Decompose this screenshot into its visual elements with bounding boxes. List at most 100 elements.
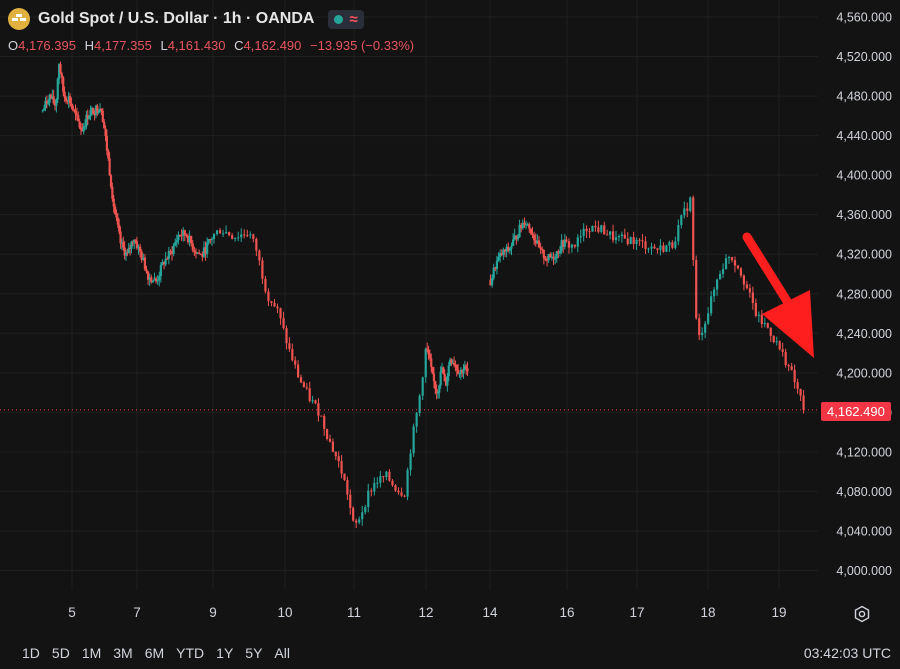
candle-body [549, 253, 552, 258]
candle-body [406, 469, 409, 497]
candle-body [177, 235, 180, 241]
candle-body [196, 252, 199, 254]
candle-body [118, 224, 121, 232]
price-axis[interactable]: 4,560.000 4,520.000 4,480.000 4,440.000 4,40… [836, 11, 892, 579]
candle-body [75, 113, 78, 116]
candle-body [215, 230, 219, 235]
candle-body [659, 245, 662, 250]
candle-body [438, 385, 441, 393]
candle-body [90, 107, 93, 111]
timeframe-1y[interactable]: 1Y [216, 645, 234, 661]
change-value: −13.935 (−0.33%) [310, 38, 415, 53]
candle-body [41, 110, 44, 112]
low-value: 4,161.430 [167, 38, 226, 53]
candle-body [541, 248, 544, 251]
candle-body [70, 103, 73, 106]
timeframe-1d[interactable]: 1D [22, 645, 40, 661]
candle-body [547, 253, 550, 261]
candle-body [89, 110, 92, 116]
time-axis[interactable]: 5 7 9 10 11 12 14 16 17 18 19 [68, 605, 786, 620]
timeframe-6m[interactable]: 6M [144, 645, 165, 661]
timeframe-all[interactable]: All [274, 645, 290, 661]
candle-body [632, 237, 635, 244]
candle-body [166, 258, 169, 260]
candle-body [427, 349, 430, 355]
candle-body [178, 235, 182, 237]
timeframe-3m[interactable]: 3M [113, 645, 133, 661]
candle-body [174, 242, 177, 246]
candle-body [64, 97, 68, 101]
candle-body [314, 400, 317, 404]
timeframe-5d[interactable]: 5D [51, 645, 70, 661]
candle-body [494, 267, 497, 270]
candle-body [418, 395, 421, 414]
candle-body [526, 224, 529, 226]
candle-body [739, 268, 743, 276]
candle-body [151, 280, 154, 283]
candle-body [635, 239, 638, 244]
candle-body [490, 278, 494, 286]
candle-body [82, 127, 85, 132]
candle-body [373, 483, 376, 492]
candle-body [465, 365, 468, 369]
candle-body [55, 99, 58, 106]
time-tick-label: 19 [771, 605, 786, 620]
current-price-label: 4,162.490 [821, 402, 891, 421]
candle-body [573, 244, 576, 247]
candle-body [209, 239, 212, 241]
candle-body [62, 77, 65, 92]
candle-body [66, 100, 69, 102]
close-label: C [234, 38, 244, 53]
market-status[interactable]: ≈ [328, 9, 364, 29]
timeframe-1m[interactable]: 1M [81, 645, 102, 661]
candle-body [81, 129, 84, 132]
candle-body [557, 251, 560, 254]
candle-body [221, 233, 225, 235]
candle-body [671, 242, 674, 248]
candle-body [270, 301, 273, 303]
price-tick-label: 4,320.000 [836, 248, 892, 262]
candle-body [585, 228, 588, 232]
candle-body [361, 512, 364, 520]
candle-body [698, 318, 701, 335]
symbol-title[interactable]: Gold Spot / U.S. Dollar · 1h · OANDA [38, 10, 315, 27]
candle-body [56, 78, 59, 100]
candle-body [512, 239, 515, 246]
candle-body [202, 247, 206, 257]
candle-body [228, 232, 231, 236]
candle-body [668, 242, 671, 246]
time-tick-label: 18 [700, 605, 715, 620]
candle-body [267, 291, 270, 302]
candle-body [331, 441, 334, 452]
timeframe-ytd[interactable]: YTD [176, 645, 205, 661]
candle-body [707, 313, 710, 324]
candle-body [799, 388, 802, 396]
candle-body [137, 246, 140, 249]
candle-body [409, 453, 412, 470]
candle-body [153, 278, 156, 281]
candle-body [79, 127, 83, 130]
candle-body [560, 240, 563, 252]
candle-body [531, 233, 534, 236]
gear-icon[interactable] [853, 605, 871, 623]
candle-body [164, 258, 167, 265]
candle-body [188, 235, 191, 242]
candle-body [183, 230, 186, 236]
annotation-arrow[interactable] [742, 232, 814, 358]
candle-body [597, 227, 600, 232]
candle-body [68, 96, 72, 104]
candle-body [503, 249, 507, 252]
market-open-dot-icon [334, 14, 344, 24]
candle-body [172, 245, 175, 254]
timeframe-5y[interactable]: 5Y [245, 645, 263, 661]
candle-body [424, 348, 427, 378]
candle-body [650, 246, 653, 249]
utc-clock[interactable]: 03:42:03 UTC [803, 645, 891, 661]
candle-body [201, 254, 204, 257]
candle-body [67, 96, 70, 102]
candle-body [554, 258, 557, 260]
candle-body [394, 485, 397, 491]
candle-body [576, 237, 579, 247]
price-tick-label: 4,520.000 [836, 50, 892, 64]
